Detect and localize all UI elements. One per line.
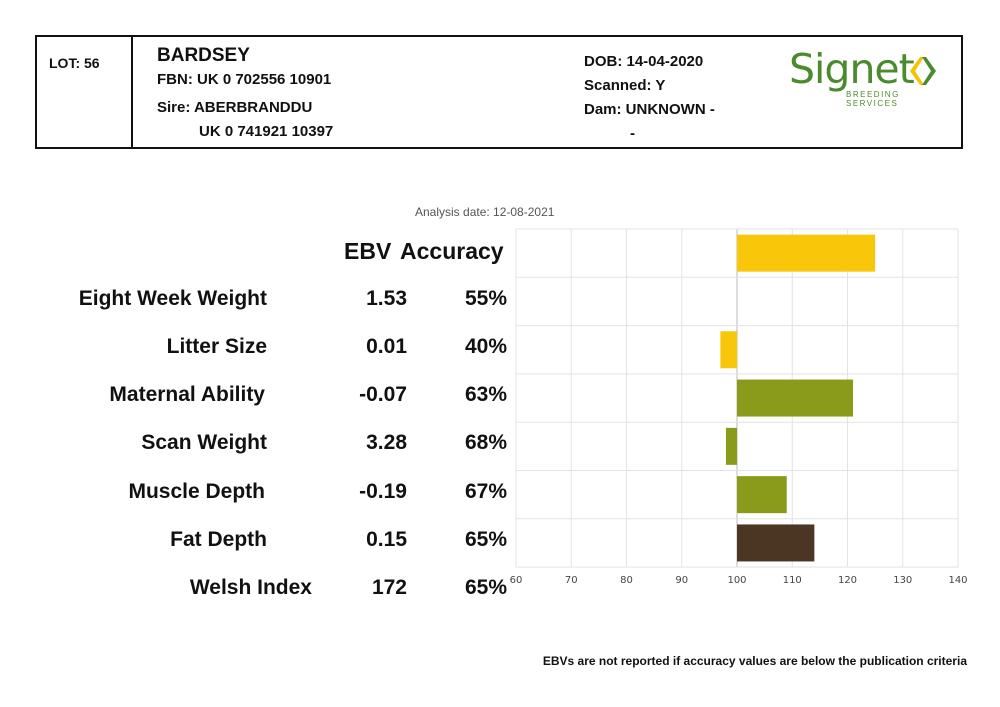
accuracy-value: 67%	[464, 480, 507, 503]
ebv-bar-chart: 60 70 80 90 100 110 120 130 140	[510, 228, 968, 586]
trait-label: Fat Depth	[170, 528, 267, 551]
publication-footnote: EBVs are not reported if accuracy values…	[542, 654, 967, 668]
fbn: FBN: UK 0 702556 10901	[157, 71, 332, 88]
accuracy-value: 40%	[464, 335, 507, 358]
trait-label: Maternal Ability	[109, 383, 265, 406]
animal-name: BARDSEY	[157, 45, 250, 66]
x-tick-label: 110	[783, 575, 802, 586]
bar-maternal-ability	[720, 331, 737, 369]
lot-number: LOT: 56	[49, 55, 100, 71]
analysis-date: Analysis date: 12-08-2021	[415, 205, 555, 219]
x-tick-label: 80	[620, 575, 633, 586]
accuracy-value: 65%	[464, 528, 507, 551]
ebv-value: 172	[371, 576, 407, 599]
ebv-value: -0.07	[359, 383, 407, 406]
trait-label: Welsh Index	[189, 576, 312, 599]
trait-label: Eight Week Weight	[78, 287, 267, 310]
bar-scan-weight	[737, 379, 854, 417]
sire-id: UK 0 741921 10397	[199, 123, 334, 140]
bar-muscle-depth	[725, 427, 737, 465]
x-tick-label: 130	[893, 575, 912, 586]
logo-subtitle: BREEDING SERVICES	[846, 90, 900, 108]
bar-eight-week-weight	[737, 234, 876, 272]
logo-chevrons-icon	[910, 57, 936, 85]
ebv-value: -0.19	[359, 480, 407, 503]
trait-label: Scan Weight	[141, 431, 267, 454]
ebv-column-header: EBV	[344, 238, 392, 264]
bar-welsh-index	[737, 524, 815, 562]
dam: Dam: UNKNOWN -	[584, 101, 715, 118]
ebv-value: 1.53	[366, 287, 407, 310]
sire: Sire: ABERBRANDDU	[157, 99, 313, 116]
ebv-value: 0.15	[366, 528, 407, 551]
x-tick-label: 100	[727, 575, 746, 586]
scanned: Scanned: Y	[584, 77, 666, 94]
ebv-value: 3.28	[366, 431, 407, 454]
accuracy-value: 65%	[464, 576, 507, 599]
accuracy-value: 68%	[464, 431, 507, 454]
x-tick-label: 90	[675, 575, 688, 586]
x-tick-label: 120	[838, 575, 857, 586]
accuracy-value: 55%	[464, 287, 507, 310]
trait-label: Litter Size	[166, 335, 267, 358]
signet-logo: Signet BREEDING SERVICES	[789, 45, 949, 108]
ebv-value: 0.01	[366, 335, 407, 358]
lot-cell: LOT: 56	[37, 37, 133, 147]
bar-fat-depth	[737, 476, 787, 514]
dam-id: -	[630, 125, 635, 142]
accuracy-column-header: Accuracy	[400, 238, 504, 264]
animal-header: LOT: 56 BARDSEY FBN: UK 0 702556 10901 S…	[35, 35, 963, 149]
x-tick-label: 70	[565, 575, 578, 586]
x-tick-label: 140	[948, 575, 967, 586]
trait-label: Muscle Depth	[128, 480, 265, 503]
accuracy-value: 63%	[464, 383, 507, 406]
dob: DOB: 14-04-2020	[584, 53, 704, 70]
x-tick-label: 60	[510, 575, 523, 586]
logo-word: Signet	[789, 45, 915, 93]
